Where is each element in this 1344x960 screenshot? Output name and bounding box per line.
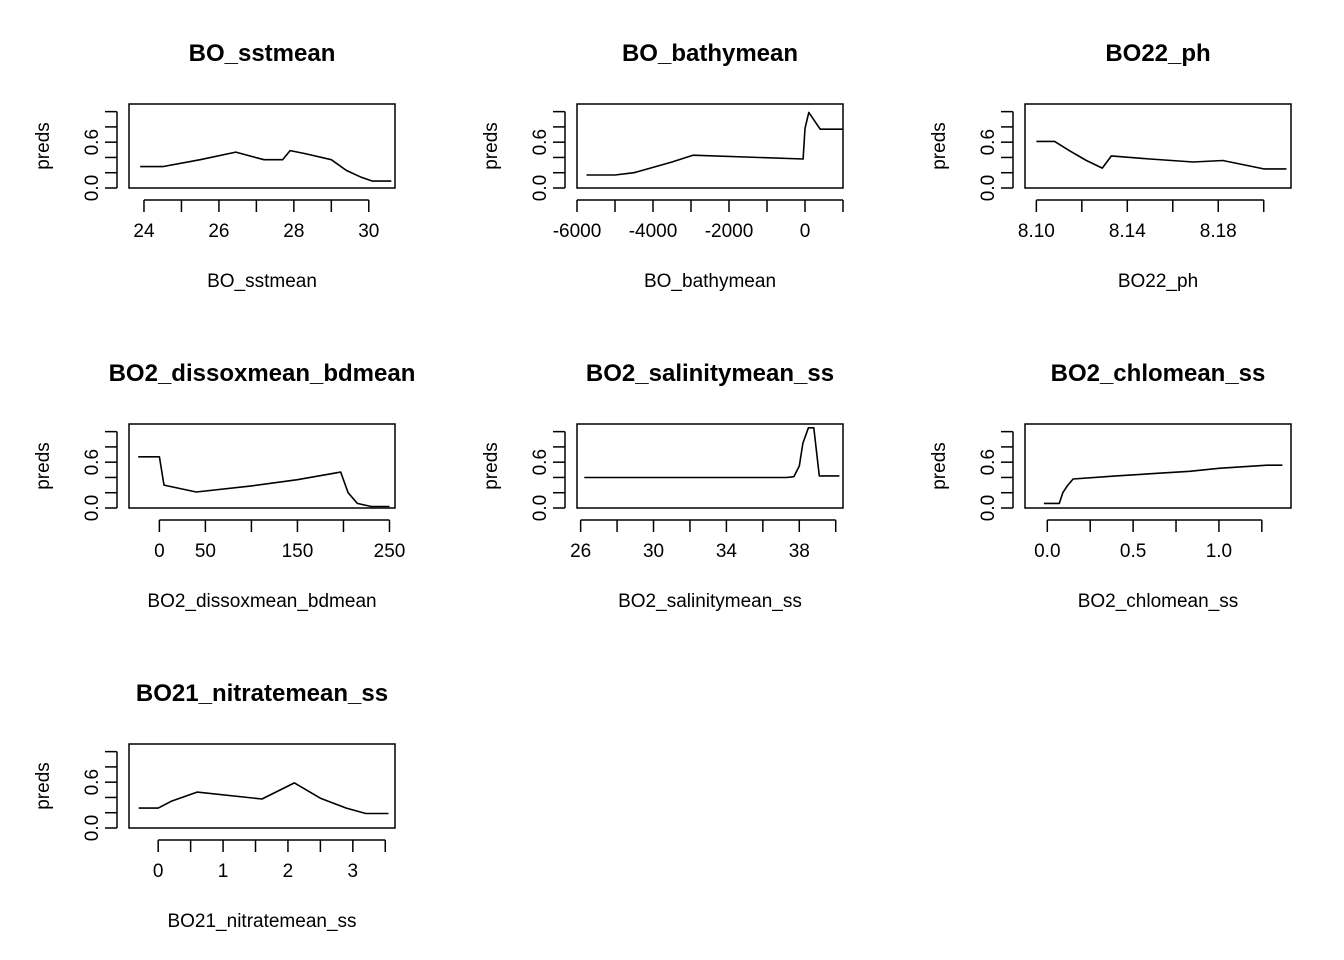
y-tick-label: 0.0 <box>530 495 551 521</box>
x-tick-label: 26 <box>208 221 229 242</box>
x-tick-label: 38 <box>789 541 810 562</box>
x-tick-label: -4000 <box>629 221 678 242</box>
y-axis-label: preds <box>481 442 502 490</box>
panel-title: BO21_nitratemean_ss <box>136 680 388 707</box>
response-curve <box>138 455 390 508</box>
x-axis-label: BO2_salinitymean_ss <box>618 591 802 612</box>
x-tick-label: 8.18 <box>1200 221 1237 242</box>
x-tick-label: 250 <box>374 541 406 562</box>
panel-title: BO2_salinitymean_ss <box>586 360 834 387</box>
y-tick-label: 0.0 <box>82 175 103 201</box>
panel-title: BO22_ph <box>1105 40 1210 67</box>
response-curve <box>1043 464 1283 505</box>
x-tick-label: 150 <box>282 541 314 562</box>
plot-frame <box>1024 423 1292 509</box>
x-tick-label: 0.0 <box>1034 541 1060 562</box>
y-tick-label: 0.6 <box>82 129 103 155</box>
x-axis-label: BO2_dissoxmean_bdmean <box>147 591 376 612</box>
plot-frame <box>128 103 396 189</box>
x-tick-label: 30 <box>358 221 379 242</box>
x-tick-label: 0 <box>800 221 811 242</box>
panel-4: BO2_dissoxmean_bdmean 0 50 150 250 0.0 0.6 BO2_… <box>33 360 415 612</box>
plot-frame <box>576 103 844 189</box>
x-tick-label: 50 <box>195 541 216 562</box>
y-axis-label: preds <box>33 442 54 490</box>
y-tick-label: 0.0 <box>978 495 999 521</box>
x-tick-label: 1.0 <box>1206 541 1232 562</box>
x-tick-label: -2000 <box>705 221 754 242</box>
y-tick-label: 0.0 <box>530 175 551 201</box>
response-curve <box>138 782 389 815</box>
x-tick-label: 0 <box>154 541 165 562</box>
response-curve <box>584 426 840 479</box>
x-tick-label: 8.14 <box>1109 221 1146 242</box>
x-tick-label: -6000 <box>553 221 602 242</box>
y-tick-label: 0.6 <box>530 129 551 155</box>
y-tick-label: 0.6 <box>82 769 103 795</box>
x-axis-label: BO2_chlomean_ss <box>1078 591 1239 612</box>
x-tick-label: 3 <box>348 861 359 882</box>
plot-frame <box>128 423 396 509</box>
y-axis-label: preds <box>33 762 54 810</box>
y-axis-label: preds <box>481 122 502 170</box>
x-tick-label: 0 <box>153 861 164 882</box>
y-tick-label: 0.6 <box>978 449 999 475</box>
panel-title: BO_bathymean <box>622 40 798 67</box>
plot-frame <box>576 423 844 509</box>
plot-frame <box>1024 103 1292 189</box>
x-tick-label: 26 <box>570 541 591 562</box>
panel-7: BO21_nitratemean_ss 0 1 2 3 0.0 0.6 BO21_nitrat… <box>33 680 396 932</box>
panel-title: BO_sstmean <box>189 40 336 67</box>
response-curve <box>140 149 392 182</box>
panel-6: BO2_chlomean_ss 0.0 0.5 1.0 0.0 0.6 BO2_chlome… <box>929 360 1292 612</box>
x-tick-label: 8.10 <box>1018 221 1055 242</box>
y-tick-label: 0.6 <box>978 129 999 155</box>
panel-title: BO2_dissoxmean_bdmean <box>109 360 416 387</box>
y-tick-label: 0.0 <box>82 815 103 841</box>
x-tick-label: 34 <box>716 541 738 562</box>
x-tick-label: 28 <box>283 221 304 242</box>
x-axis-label: BO_sstmean <box>207 271 317 292</box>
x-tick-label: 24 <box>133 221 155 242</box>
x-tick-label: 2 <box>283 861 294 882</box>
x-tick-label: 30 <box>643 541 664 562</box>
panel-2: BO_bathymean -6000 -4000 -2000 0 0.0 0.6 BO_bat… <box>481 40 844 292</box>
y-axis-label: preds <box>929 442 950 490</box>
y-tick-label: 0.0 <box>978 175 999 201</box>
y-axis-label: preds <box>33 122 54 170</box>
y-axis-label: preds <box>929 122 950 170</box>
y-tick-label: 0.6 <box>530 449 551 475</box>
response-curve <box>1036 140 1287 170</box>
x-tick-label: 1 <box>218 861 229 882</box>
x-axis-label: BO21_nitratemean_ss <box>167 911 356 932</box>
response-curve <box>586 111 843 176</box>
x-axis-label: BO_bathymean <box>644 271 776 292</box>
plot-frame <box>128 743 396 829</box>
panel-title: BO2_chlomean_ss <box>1051 360 1266 387</box>
y-tick-label: 0.6 <box>82 449 103 475</box>
y-tick-label: 0.0 <box>82 495 103 521</box>
x-axis-label: BO22_ph <box>1118 271 1198 292</box>
x-tick-label: 0.5 <box>1120 541 1146 562</box>
panel-5: BO2_salinitymean_ss 26 30 34 38 0.0 0.6 BO2_sal… <box>481 360 844 612</box>
